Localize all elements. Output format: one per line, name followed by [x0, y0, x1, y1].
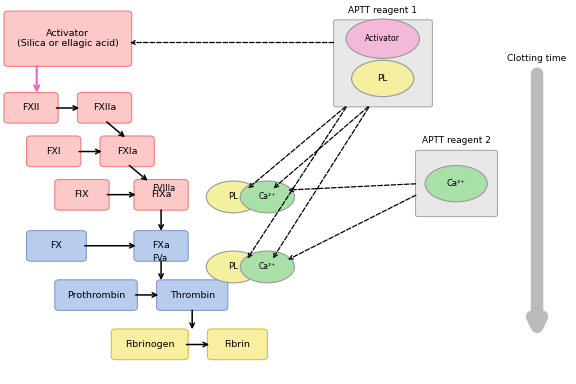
- Text: PL: PL: [229, 262, 238, 271]
- Text: Activator
(Silica or ellagic acid): Activator (Silica or ellagic acid): [17, 29, 119, 48]
- FancyBboxPatch shape: [100, 136, 154, 167]
- FancyBboxPatch shape: [55, 179, 109, 210]
- FancyBboxPatch shape: [4, 11, 132, 66]
- FancyBboxPatch shape: [334, 20, 433, 107]
- Ellipse shape: [206, 181, 260, 213]
- FancyBboxPatch shape: [77, 93, 132, 123]
- FancyBboxPatch shape: [157, 280, 228, 310]
- Ellipse shape: [346, 19, 419, 58]
- FancyBboxPatch shape: [134, 231, 188, 261]
- Text: PL: PL: [229, 192, 238, 202]
- Text: Thrombin: Thrombin: [169, 291, 215, 300]
- FancyBboxPatch shape: [55, 280, 137, 310]
- Ellipse shape: [240, 181, 294, 213]
- Text: Ca²⁺: Ca²⁺: [259, 192, 276, 202]
- Text: FXa: FXa: [152, 242, 170, 250]
- Text: Fibrinogen: Fibrinogen: [125, 340, 175, 349]
- Text: FIXa: FIXa: [151, 190, 171, 199]
- FancyBboxPatch shape: [207, 329, 267, 360]
- Text: Clotting time: Clotting time: [507, 54, 567, 63]
- Text: FXI: FXI: [46, 147, 61, 156]
- Text: APTT reagent 1: APTT reagent 1: [348, 6, 418, 15]
- Text: FVa: FVa: [153, 254, 168, 263]
- FancyBboxPatch shape: [26, 231, 86, 261]
- Text: PL: PL: [377, 74, 388, 83]
- FancyBboxPatch shape: [26, 136, 81, 167]
- Ellipse shape: [425, 166, 487, 202]
- Text: Ca²⁺: Ca²⁺: [447, 179, 465, 188]
- Text: Ca²⁺: Ca²⁺: [259, 262, 276, 271]
- FancyBboxPatch shape: [134, 179, 188, 210]
- FancyBboxPatch shape: [415, 151, 498, 217]
- Text: FIX: FIX: [75, 190, 89, 199]
- FancyBboxPatch shape: [111, 329, 188, 360]
- Text: APTT reagent 2: APTT reagent 2: [422, 136, 491, 146]
- Ellipse shape: [351, 60, 414, 97]
- FancyBboxPatch shape: [4, 93, 58, 123]
- Text: FXIIa: FXIIa: [93, 103, 116, 112]
- Text: FXIa: FXIa: [117, 147, 138, 156]
- Text: FX: FX: [51, 242, 62, 250]
- Text: Activator: Activator: [365, 34, 400, 43]
- Text: Prothrombin: Prothrombin: [67, 291, 125, 300]
- Text: FVIIIa: FVIIIa: [153, 184, 176, 193]
- Ellipse shape: [240, 251, 294, 283]
- Ellipse shape: [206, 251, 260, 283]
- Text: FXII: FXII: [22, 103, 40, 112]
- Text: Fibrin: Fibrin: [225, 340, 251, 349]
